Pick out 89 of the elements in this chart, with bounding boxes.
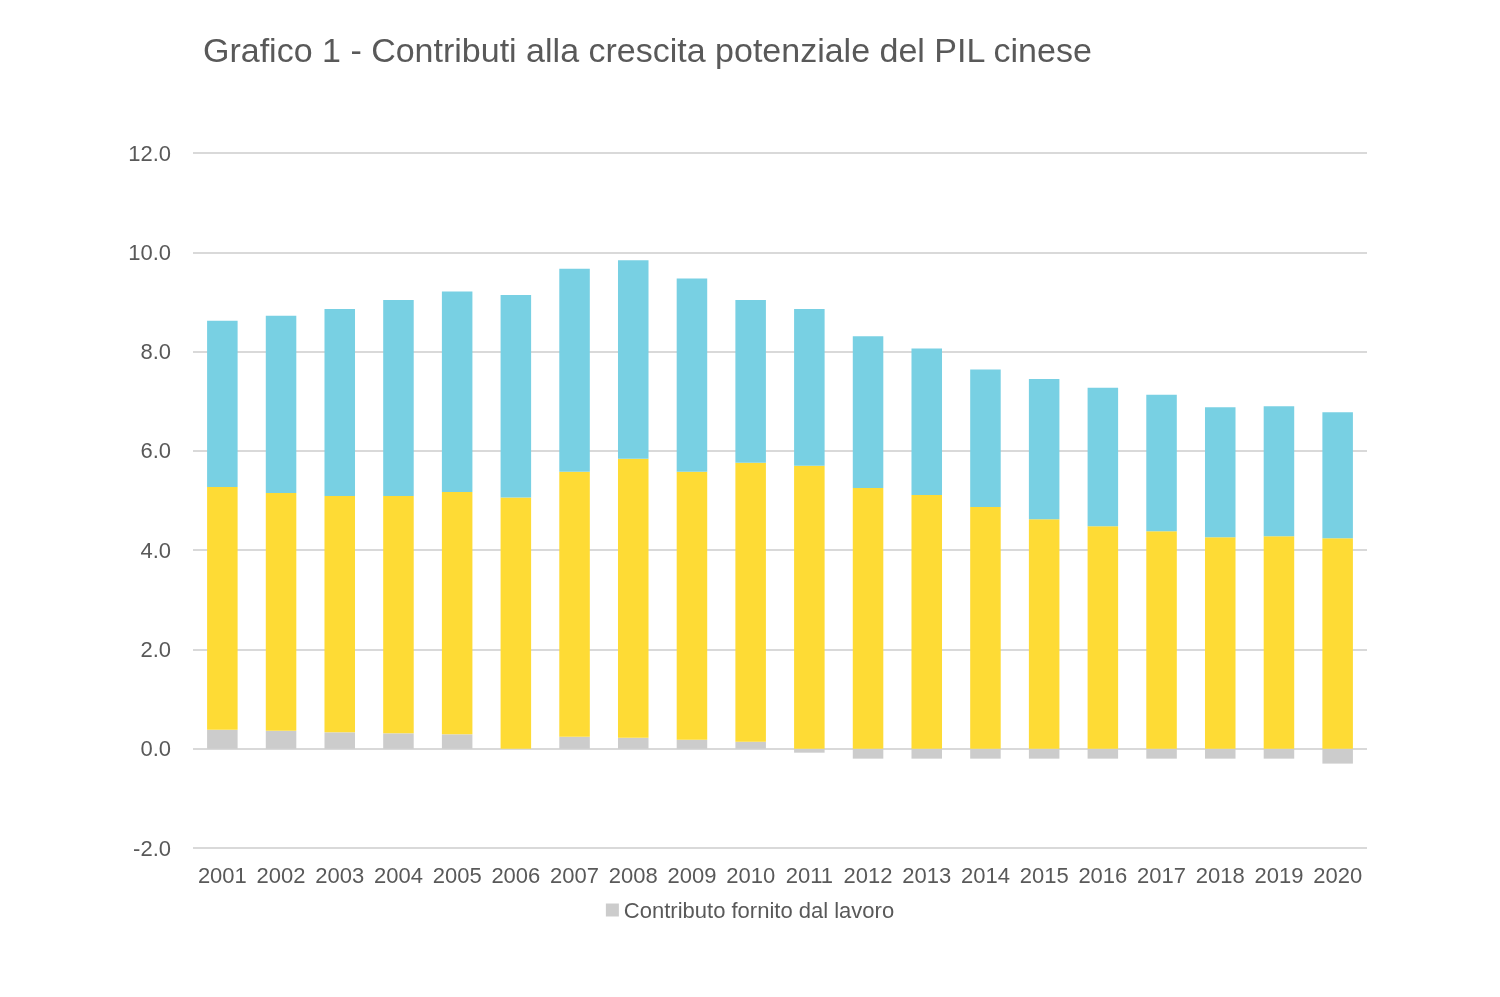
bar bbox=[852, 748, 884, 759]
bar bbox=[1322, 748, 1353, 764]
bar bbox=[207, 487, 238, 730]
x-tick-label: 2011 bbox=[785, 862, 834, 888]
x-tick-label: 2016 bbox=[1078, 862, 1128, 888]
x-tick-label: 2015 bbox=[1019, 862, 1069, 888]
bar bbox=[1146, 531, 1177, 749]
bar bbox=[617, 458, 649, 738]
y-tick-label: 0.0 bbox=[140, 736, 171, 762]
bar bbox=[1204, 407, 1236, 538]
bar bbox=[500, 497, 532, 749]
bar bbox=[207, 729, 238, 749]
bar bbox=[1087, 387, 1119, 527]
x-tick-label: 2006 bbox=[491, 862, 541, 888]
x-tick-label: 2007 bbox=[550, 862, 600, 888]
bar bbox=[676, 471, 708, 740]
chart-title: Grafico 1 - Contributi alla crescita potenziale del PIL cinese bbox=[203, 31, 1092, 69]
bar bbox=[1087, 748, 1119, 759]
bar bbox=[265, 493, 297, 731]
bar bbox=[1263, 748, 1295, 759]
bar bbox=[1028, 378, 1060, 520]
bar bbox=[559, 268, 590, 472]
y-tick-label: 6.0 bbox=[140, 438, 171, 464]
x-tick-label: 2010 bbox=[726, 862, 776, 888]
y-tick-label: 8.0 bbox=[140, 339, 171, 365]
bar bbox=[1204, 748, 1236, 759]
bar bbox=[852, 336, 884, 489]
y-tick-label: 10.0 bbox=[128, 239, 171, 265]
bar bbox=[383, 496, 414, 734]
bar bbox=[794, 308, 825, 466]
bar bbox=[383, 299, 414, 497]
bar bbox=[794, 465, 825, 749]
bar bbox=[265, 730, 297, 749]
bar bbox=[1263, 406, 1295, 537]
bar bbox=[1322, 538, 1353, 749]
bar bbox=[441, 492, 473, 735]
bar bbox=[265, 315, 297, 494]
legend-label: Contributo fornito dal lavoro bbox=[623, 897, 895, 923]
bar bbox=[207, 320, 238, 488]
x-tick-label: 2009 bbox=[667, 862, 717, 888]
x-tick-label: 2019 bbox=[1254, 862, 1304, 888]
x-tick-label: 2017 bbox=[1137, 862, 1187, 888]
y-tick-label: 12.0 bbox=[128, 140, 171, 166]
x-tick-label: 2002 bbox=[256, 862, 306, 888]
x-tick-label: 2001 bbox=[197, 862, 247, 888]
x-tick-label: 2014 bbox=[960, 862, 1010, 888]
bar bbox=[676, 739, 708, 749]
bar bbox=[559, 736, 590, 749]
bar bbox=[1087, 526, 1119, 749]
y-tick-label: 2.0 bbox=[140, 636, 171, 662]
bar bbox=[500, 294, 532, 498]
bar bbox=[911, 748, 943, 759]
bar bbox=[852, 488, 884, 749]
y-tick-label: -2.0 bbox=[133, 835, 171, 861]
bar bbox=[1263, 536, 1295, 749]
bar bbox=[1204, 537, 1236, 749]
bar bbox=[1028, 519, 1060, 749]
bar bbox=[441, 734, 473, 749]
bar bbox=[970, 748, 1001, 759]
bar bbox=[324, 308, 356, 497]
bar bbox=[735, 741, 766, 749]
x-tick-label: 2008 bbox=[608, 862, 658, 888]
bar bbox=[617, 260, 649, 459]
x-tick-label: 2020 bbox=[1313, 862, 1363, 888]
bar bbox=[676, 278, 708, 472]
bar bbox=[324, 732, 356, 749]
x-tick-label: 2005 bbox=[432, 862, 482, 888]
x-tick-label: 2004 bbox=[373, 862, 423, 888]
bar bbox=[324, 496, 356, 733]
bar bbox=[735, 299, 766, 463]
bar bbox=[911, 348, 943, 496]
bar bbox=[441, 291, 473, 493]
x-tick-label: 2003 bbox=[315, 862, 365, 888]
bar bbox=[1146, 394, 1177, 532]
bar bbox=[794, 748, 825, 753]
y-tick-label: 4.0 bbox=[140, 537, 171, 563]
bar bbox=[970, 369, 1001, 507]
x-tick-label: 2012 bbox=[843, 862, 893, 888]
bar bbox=[970, 506, 1001, 749]
x-tick-label: 2013 bbox=[902, 862, 952, 888]
x-tick-label: 2018 bbox=[1195, 862, 1245, 888]
bar bbox=[559, 471, 590, 737]
bar bbox=[617, 737, 649, 749]
bar bbox=[1028, 748, 1060, 759]
bar bbox=[1146, 748, 1177, 759]
bar bbox=[735, 462, 766, 742]
bar bbox=[911, 495, 943, 749]
bar bbox=[383, 733, 414, 749]
bar bbox=[1322, 412, 1353, 539]
